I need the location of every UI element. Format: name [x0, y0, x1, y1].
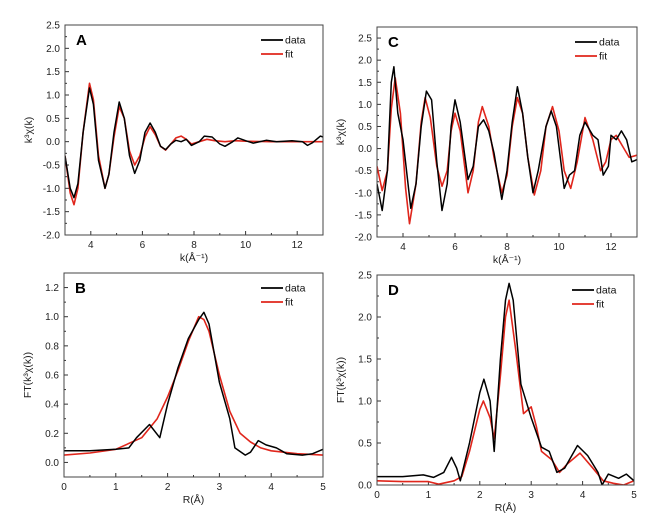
y-tick-label: 1.5 — [46, 67, 60, 78]
series-line-data — [377, 66, 637, 212]
y-tick-label: 0.0 — [358, 481, 372, 492]
x-tick-label: 1 — [426, 490, 432, 501]
series-line-data — [377, 282, 634, 485]
x-tick-label: 0 — [374, 490, 380, 501]
x-tick-label: 4 — [580, 490, 586, 501]
legend-label-data: data — [285, 35, 306, 47]
legend-label-data: data — [285, 283, 306, 295]
series-line-fit — [377, 299, 634, 485]
panel-label: D — [388, 282, 399, 299]
series-line-fit — [64, 315, 323, 456]
plot-frame — [376, 26, 638, 238]
y-tick-label: 2.0 — [358, 313, 372, 324]
chart-panel-d: 0 1 2 3 4 5 0.0 0.5 1.0 1.5 2.0 2.5 D data fit R(Å) FT(k… — [335, 271, 637, 515]
y-tick-label: 0.5 — [358, 122, 372, 133]
y-tick-label: 1.5 — [358, 355, 372, 366]
y-tick-label: -2.0 — [43, 231, 61, 242]
panel-label: A — [76, 32, 87, 49]
legend-label-fit: fit — [285, 49, 293, 61]
series-line-fit — [377, 77, 637, 225]
x-tick-label: 8 — [191, 240, 197, 251]
plot-frame — [64, 24, 324, 236]
x-tick-label: 10 — [553, 242, 565, 253]
y-tick-label: -0.5 — [43, 161, 61, 172]
y-tick-label: 2.0 — [46, 44, 60, 55]
legend-label-fit: fit — [596, 299, 604, 311]
y-tick-label: 0.4 — [45, 400, 59, 411]
y-tick-label: 1.0 — [45, 312, 59, 323]
y-tick-label: 1.2 — [45, 283, 59, 294]
series-line-data — [65, 87, 323, 199]
legend-label-fit: fit — [599, 51, 607, 63]
legend-label-data: data — [599, 37, 620, 49]
series-line-data — [64, 311, 323, 456]
y-tick-label: 1.0 — [358, 100, 372, 111]
x-tick-label: 12 — [605, 242, 617, 253]
y-tick-label: -1.0 — [355, 188, 373, 199]
x-tick-label: 12 — [292, 240, 304, 251]
series-line-fit — [65, 82, 323, 206]
y-tick-label: 0.2 — [45, 429, 59, 440]
x-tick-label: 4 — [400, 242, 406, 253]
x-tick-label: 8 — [504, 242, 510, 253]
x-tick-label: 0 — [61, 482, 67, 493]
chart-panel-c: 4 6 8 10 12 -2.0 -1.5 -1.0 -0.5 0.0 0.5 1.0 1.5 2.0 2.… — [335, 26, 638, 266]
x-tick-label: 10 — [240, 240, 252, 251]
y-axis-label: FT(k³χ(k)) — [22, 352, 34, 398]
x-tick-label: 4 — [268, 482, 274, 493]
x-tick-label: 3 — [217, 482, 223, 493]
y-tick-label: -0.5 — [355, 166, 373, 177]
y-tick-label: 0.0 — [45, 458, 59, 469]
x-tick-label: 3 — [528, 490, 534, 501]
y-tick-label: 2.5 — [358, 271, 372, 282]
panel-label: C — [388, 34, 399, 51]
y-tick-label: 0.0 — [358, 144, 372, 155]
x-axis-label: k(Å⁻¹) — [180, 251, 208, 264]
plot-frame — [376, 274, 635, 486]
x-axis-label: k(Å⁻¹) — [493, 253, 521, 266]
y-tick-label: -1.5 — [355, 210, 373, 221]
y-tick-label: 2.5 — [46, 21, 60, 32]
y-tick-label: 2.5 — [358, 34, 372, 45]
y-tick-label: -1.0 — [43, 184, 61, 195]
x-tick-label: 4 — [88, 240, 94, 251]
y-tick-label: 2.0 — [358, 56, 372, 67]
y-tick-label: -1.5 — [43, 207, 61, 218]
y-tick-label: 0.8 — [45, 341, 59, 352]
x-tick-label: 2 — [477, 490, 483, 501]
x-axis-label: R(Å) — [183, 493, 205, 506]
y-tick-label: 0.5 — [46, 114, 60, 125]
y-tick-label: -2.0 — [355, 233, 373, 244]
panel-label: B — [75, 280, 86, 297]
x-tick-label: 5 — [631, 490, 637, 501]
plot-frame — [63, 272, 324, 478]
legend-label-data: data — [596, 285, 617, 297]
x-tick-label: 5 — [320, 482, 326, 493]
legend-label-fit: fit — [285, 297, 293, 309]
y-tick-label: 0.5 — [358, 439, 372, 450]
y-tick-label: 1.5 — [358, 78, 372, 89]
y-tick-label: 1.0 — [358, 397, 372, 408]
y-axis-label: k³χ(k) — [23, 117, 35, 144]
x-axis-label: R(Å) — [495, 501, 517, 514]
x-tick-label: 1 — [113, 482, 119, 493]
x-tick-label: 2 — [165, 482, 171, 493]
y-tick-label: 1.0 — [46, 91, 60, 102]
y-tick-label: 0.6 — [45, 371, 59, 382]
x-tick-label: 6 — [140, 240, 146, 251]
y-axis-label: k³χ(k) — [335, 119, 347, 146]
x-tick-label: 6 — [452, 242, 458, 253]
y-tick-label: 0.0 — [46, 137, 60, 148]
chart-panel-a: 4 6 8 10 12 -2.0 -1.5 -1.0 -0.5 0.0 0.5 1.0 1.5 2.0 2.… — [23, 21, 324, 264]
y-axis-label: FT(k³χ(k)) — [335, 357, 347, 403]
